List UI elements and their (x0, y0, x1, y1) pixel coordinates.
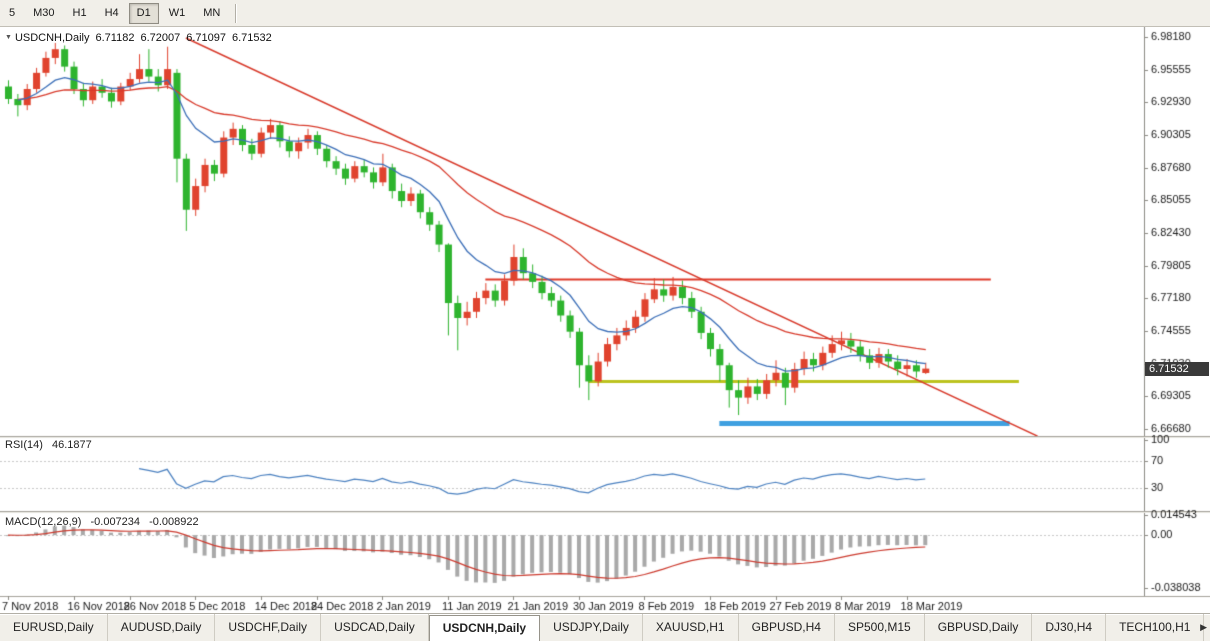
tab-dj30-h4[interactable]: DJ30,H4 (1032, 614, 1107, 641)
tab-scroll-right-icon[interactable]: ▶ (1200, 622, 1207, 632)
timeframe-button-5[interactable]: 5 (1, 3, 23, 24)
macd-main-value: -0.007234 (90, 516, 141, 528)
chart-canvas[interactable] (0, 27, 1210, 613)
timeframe-button-d1[interactable]: D1 (128, 2, 159, 24)
ohlc-close: 6.71532 (231, 32, 272, 44)
tab-gbpusd-daily[interactable]: GBPUSD,Daily (925, 614, 1033, 641)
rsi-indicator-name: RSI(14) (5, 439, 43, 451)
macd-panel-title: MACD(12,26,9) -0.007234 -0.008922 (5, 516, 199, 528)
chart-title: ▼ USDCNH,Daily 6.71182 6.72007 6.71097 6… (5, 32, 272, 44)
chart-area: ▼ USDCNH,Daily 6.71182 6.72007 6.71097 6… (0, 27, 1210, 613)
ohlc-high: 6.72007 (140, 32, 181, 44)
tab-sp500-m15[interactable]: SP500,M15 (835, 614, 925, 641)
toolbar-separator (235, 3, 238, 23)
symbol-dropdown-icon[interactable]: ▼ (5, 33, 12, 41)
timeframe-button-m30[interactable]: M30 (25, 3, 62, 24)
symbol-tabbar: EURUSD,Daily AUDUSD,Daily USDCHF,Daily USDC… (0, 613, 1210, 641)
chart-symbol-label: USDCNH,Daily (14, 32, 90, 44)
timeframe-button-mn[interactable]: MN (195, 3, 228, 24)
timeframe-toolbar: 5 M30 H1 H4 D1 W1 MN (0, 0, 1210, 27)
timeframe-button-w1[interactable]: W1 (161, 3, 194, 24)
timeframe-button-h4[interactable]: H4 (97, 3, 127, 24)
tab-eurusd-daily[interactable]: EURUSD,Daily (0, 614, 108, 641)
tab-gbpusd-h4[interactable]: GBPUSD,H4 (739, 614, 835, 641)
price-badge: 6.71532 (1145, 362, 1209, 376)
tab-audusd-daily[interactable]: AUDUSD,Daily (108, 614, 216, 641)
tab-usdjpy-daily[interactable]: USDJPY,Daily (540, 614, 643, 641)
macd-signal-value: -0.008922 (149, 516, 199, 528)
ohlc-low: 6.71097 (186, 32, 226, 44)
tab-usdcad-daily[interactable]: USDCAD,Daily (321, 614, 429, 641)
tab-usdcnh-daily[interactable]: USDCNH,Daily (428, 615, 541, 641)
tab-tech100-h1[interactable]: TECH100,H1 (1106, 614, 1205, 641)
tab-xauusd-h1[interactable]: XAUUSD,H1 (643, 614, 739, 641)
timeframe-button-h1[interactable]: H1 (65, 3, 95, 24)
rsi-panel-title: RSI(14) 46.1877 (5, 439, 92, 451)
macd-indicator-name: MACD(12,26,9) (5, 516, 82, 528)
tab-usdchf-daily[interactable]: USDCHF,Daily (215, 614, 322, 641)
rsi-indicator-value: 46.1877 (51, 439, 92, 451)
ohlc-open: 6.71182 (95, 32, 135, 44)
